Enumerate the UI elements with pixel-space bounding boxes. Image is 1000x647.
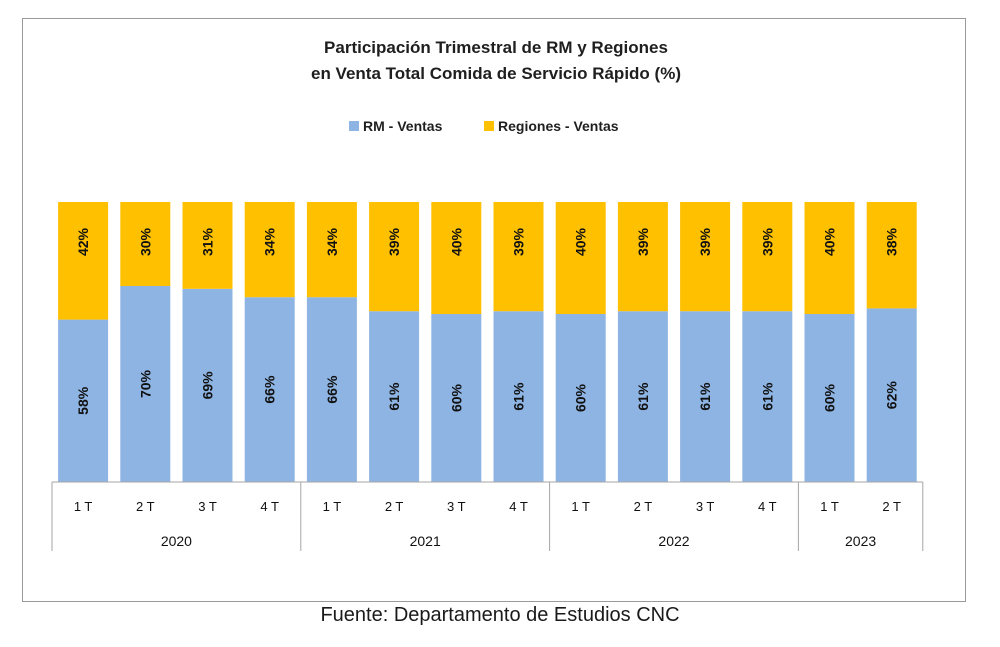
legend-swatch-regiones: [484, 121, 494, 131]
data-label-regiones-0: 42%: [75, 227, 91, 256]
tick-label-13: 2 T: [882, 499, 901, 514]
data-label-rm-5: 61%: [386, 382, 402, 411]
chart-title-line-1: Participación Trimestral de RM y Regione…: [324, 38, 668, 57]
bar-regiones-7: [493, 202, 544, 312]
tick-label-9: 2 T: [634, 499, 653, 514]
bar-rm-3: [244, 297, 295, 482]
tick-label-2: 3 T: [198, 499, 217, 514]
data-label-regiones-13: 38%: [884, 227, 900, 256]
bar-regiones-6: [431, 202, 482, 314]
tick-label-5: 2 T: [385, 499, 404, 514]
year-label-2022: 2022: [658, 533, 689, 549]
bar-regiones-1: [120, 202, 171, 286]
data-label-rm-3: 66%: [262, 375, 278, 404]
bar-rm-13: [866, 308, 917, 482]
tick-label-6: 3 T: [447, 499, 466, 514]
source-note: Fuente: Departamento de Estudios CNC: [320, 604, 680, 626]
tick-label-7: 4 T: [509, 499, 528, 514]
data-label-regiones-11: 39%: [759, 227, 775, 256]
data-label-regiones-4: 34%: [324, 227, 340, 256]
bar-rm-2: [182, 288, 233, 482]
legend-label-regiones: Regiones - Ventas: [498, 118, 619, 134]
data-label-rm-4: 66%: [324, 375, 340, 404]
bar-regiones-12: [804, 202, 855, 314]
data-label-rm-11: 61%: [759, 382, 775, 411]
tick-label-8: 1 T: [571, 499, 590, 514]
data-label-rm-7: 61%: [511, 382, 527, 411]
tick-label-3: 4 T: [260, 499, 279, 514]
bar-regiones-9: [617, 202, 668, 312]
tick-label-12: 1 T: [820, 499, 839, 514]
data-label-rm-1: 70%: [137, 369, 153, 398]
data-label-rm-12: 60%: [822, 383, 838, 412]
legend-label-rm: RM - Ventas: [363, 118, 443, 134]
chart-title-line-2: en Venta Total Comida de Servicio Rápido…: [311, 64, 681, 83]
legend-swatch-rm: [349, 121, 359, 131]
data-label-rm-10: 61%: [697, 382, 713, 411]
bar-rm-8: [555, 314, 606, 482]
data-label-regiones-6: 40%: [448, 227, 464, 256]
bar-rm-12: [804, 314, 855, 482]
bar-rm-0: [58, 319, 109, 482]
data-label-regiones-3: 34%: [262, 227, 278, 256]
bar-rm-10: [680, 311, 731, 482]
year-label-2021: 2021: [410, 533, 441, 549]
bar-regiones-4: [306, 202, 357, 298]
bar-rm-4: [306, 297, 357, 482]
year-label-2023: 2023: [845, 533, 876, 549]
tick-label-4: 1 T: [323, 499, 342, 514]
data-label-rm-0: 58%: [75, 386, 91, 415]
bar-rm-6: [431, 314, 482, 482]
bar-rm-11: [742, 311, 793, 482]
tick-label-11: 4 T: [758, 499, 777, 514]
data-label-rm-2: 69%: [200, 371, 216, 400]
bar-rm-5: [369, 311, 420, 482]
bar-regiones-2: [182, 202, 233, 289]
tick-label-0: 1 T: [74, 499, 93, 514]
data-label-rm-9: 61%: [635, 382, 651, 411]
bar-regiones-0: [58, 202, 109, 320]
category-axis: 1 T 2 T 3 T 4 T 1 T 2 T 3 T 4 T 1 T 2 T 3 T 4 T 1 T 2…: [51, 481, 924, 551]
data-label-regiones-7: 39%: [511, 227, 527, 256]
year-label-2020: 2020: [161, 533, 192, 549]
tick-label-1: 2 T: [136, 499, 155, 514]
bar-rm-7: [493, 311, 544, 482]
bar-regiones-5: [369, 202, 420, 312]
data-label-regiones-1: 30%: [137, 227, 153, 256]
data-label-regiones-2: 31%: [200, 227, 216, 256]
bar-rm-9: [617, 311, 668, 482]
bar-regiones-8: [555, 202, 606, 314]
data-label-regiones-12: 40%: [822, 227, 838, 256]
bars-layer: 58% 42% 70% 30% 69% 31% 66% 34% 66% 34% 61% 39% 60% 4…: [58, 202, 917, 482]
data-label-rm-6: 60%: [448, 383, 464, 412]
data-label-regiones-10: 39%: [697, 227, 713, 256]
data-label-regiones-5: 39%: [386, 227, 402, 256]
data-label-rm-13: 62%: [884, 381, 900, 410]
bar-regiones-10: [680, 202, 731, 312]
bar-regiones-3: [244, 202, 295, 298]
bar-rm-1: [120, 286, 171, 482]
data-label-regiones-8: 40%: [573, 227, 589, 256]
legend: RM - Ventas Regiones - Ventas: [349, 118, 619, 134]
data-label-rm-8: 60%: [573, 383, 589, 412]
bar-regiones-11: [742, 202, 793, 312]
bar-regiones-13: [866, 202, 917, 309]
data-label-regiones-9: 39%: [635, 227, 651, 256]
tick-label-10: 3 T: [696, 499, 715, 514]
